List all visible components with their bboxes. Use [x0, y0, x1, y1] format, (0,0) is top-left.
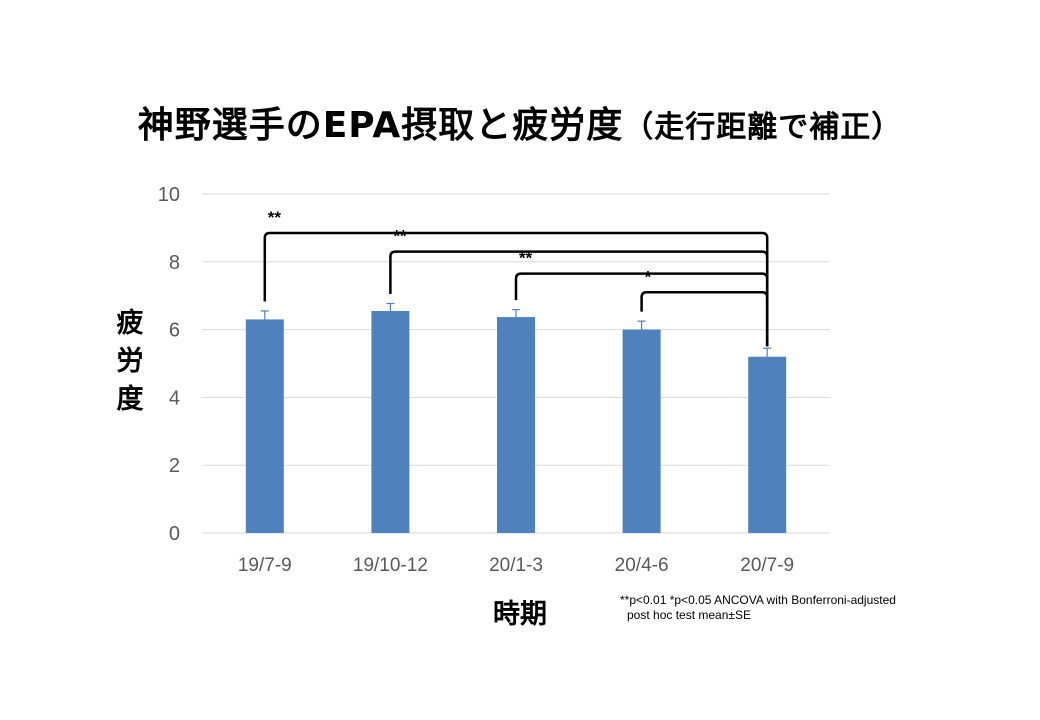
- x-tick-label: 20/1-3: [489, 555, 543, 576]
- y-tick-label: 2: [169, 455, 180, 477]
- significance-label: **: [519, 249, 533, 268]
- bars: [245, 310, 787, 533]
- chart-title-sub: （走行距離で補正）: [623, 110, 903, 145]
- y-tick-label: 0: [169, 523, 180, 545]
- significance-bracket: [514, 272, 769, 347]
- y-tick-label: 6: [169, 320, 180, 342]
- error-bars: [260, 302, 772, 357]
- significance-brackets: *******: [263, 208, 769, 347]
- significance-label: *: [645, 267, 652, 286]
- statistics-note-line1: **p<0.01 *p<0.05 ANCOVA with Bonferroni-…: [620, 593, 896, 607]
- y-tick-label: 4: [169, 387, 180, 409]
- significance-bracket: [263, 231, 769, 347]
- bar: [245, 319, 284, 533]
- bar: [622, 329, 661, 533]
- x-axis-ticks: 19/7-9 19/10-12 20/1-3 20/4-6 20/7-9: [238, 555, 794, 576]
- significance-label: **: [268, 208, 282, 227]
- x-tick-label: 20/4-6: [615, 555, 669, 576]
- statistics-note-line2: post hoc test mean±SE: [627, 608, 751, 622]
- x-tick-label: 20/7-9: [740, 555, 794, 576]
- y-axis-label-text: 疲労度: [116, 308, 144, 415]
- x-tick-label: 19/10-12: [353, 555, 428, 576]
- y-axis-label: 疲労度: [110, 305, 150, 419]
- significance-bracket: [389, 250, 769, 347]
- y-axis-ticks: 0 2 4 6 8 10: [158, 184, 180, 545]
- significance-label: **: [393, 227, 407, 246]
- chart-title: 神野選手のEPA摂取と疲労度（走行距離で補正）: [0, 96, 1040, 148]
- y-tick-label: 10: [158, 184, 180, 206]
- y-tick-label: 8: [169, 252, 180, 274]
- significance-bracket: [640, 291, 769, 347]
- statistics-note: **p<0.01 *p<0.05 ANCOVA with Bonferroni-…: [620, 593, 1000, 623]
- x-axis-label: 時期: [493, 599, 547, 630]
- bar: [371, 310, 410, 533]
- bar: [497, 317, 535, 533]
- chart-title-main: 神野選手のEPA摂取と疲労度: [137, 105, 624, 146]
- bar: [748, 356, 787, 533]
- x-tick-label: 19/7-9: [238, 555, 292, 576]
